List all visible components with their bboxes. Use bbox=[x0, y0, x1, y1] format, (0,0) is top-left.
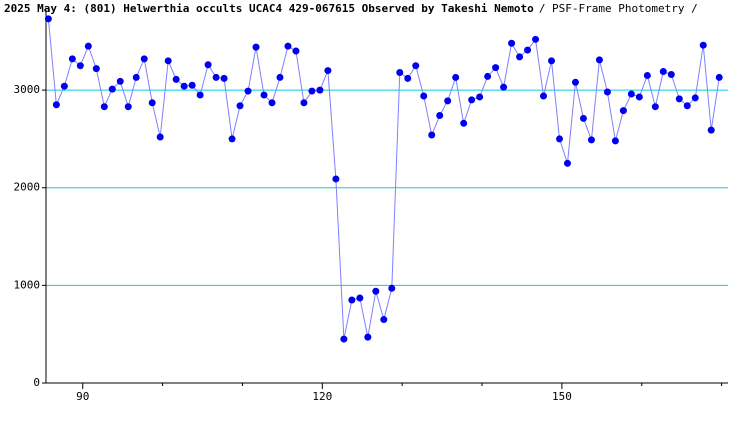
data-point bbox=[124, 103, 132, 111]
data-point bbox=[396, 69, 404, 77]
series-line bbox=[47, 18, 720, 340]
y-tick-label: 3000 bbox=[14, 83, 41, 96]
data-point bbox=[52, 101, 60, 109]
data-point bbox=[188, 81, 196, 89]
data-point bbox=[84, 42, 92, 50]
data-point bbox=[635, 93, 643, 101]
data-point bbox=[388, 284, 396, 292]
data-point bbox=[540, 92, 548, 100]
data-point bbox=[587, 136, 595, 144]
data-point bbox=[316, 86, 324, 94]
data-point bbox=[244, 87, 252, 95]
y-tick-label: 1000 bbox=[14, 278, 41, 291]
data-point bbox=[619, 107, 627, 115]
data-point bbox=[340, 335, 348, 343]
data-point bbox=[516, 53, 524, 61]
chart-subtitle: / PSF-Frame Photometry / bbox=[539, 2, 698, 15]
data-point bbox=[651, 103, 659, 111]
x-tick-label: 120 bbox=[312, 390, 332, 403]
x-tick-label: 150 bbox=[552, 390, 572, 403]
data-point bbox=[300, 99, 308, 107]
data-point bbox=[292, 47, 300, 55]
data-point bbox=[108, 85, 116, 93]
data-point bbox=[555, 135, 563, 143]
data-point bbox=[643, 71, 651, 79]
data-point bbox=[563, 159, 571, 167]
data-point bbox=[675, 95, 683, 103]
data-point bbox=[420, 92, 428, 100]
data-point bbox=[332, 175, 340, 183]
data-point bbox=[348, 296, 356, 304]
data-point bbox=[468, 96, 476, 104]
data-point bbox=[164, 57, 172, 65]
data-point bbox=[260, 91, 268, 99]
data-point bbox=[76, 62, 84, 70]
data-point bbox=[172, 75, 180, 83]
data-point bbox=[460, 119, 468, 127]
data-point bbox=[196, 91, 204, 99]
data-point bbox=[412, 62, 420, 70]
data-point bbox=[508, 39, 516, 47]
data-point bbox=[156, 133, 164, 141]
data-point bbox=[180, 82, 188, 90]
data-point bbox=[132, 73, 140, 81]
chart-title: 2025 May 4: (801) Helwerthia occults UCA… bbox=[4, 2, 534, 15]
data-point bbox=[148, 99, 156, 107]
data-point bbox=[116, 77, 124, 85]
data-point bbox=[308, 87, 316, 95]
data-point bbox=[524, 46, 532, 54]
y-tick-label: 0 bbox=[33, 376, 40, 389]
data-point bbox=[452, 73, 460, 81]
data-point bbox=[100, 103, 108, 111]
data-point bbox=[324, 67, 332, 75]
data-point bbox=[372, 287, 380, 295]
data-point bbox=[356, 294, 364, 302]
data-point bbox=[699, 41, 707, 49]
data-point bbox=[268, 99, 276, 107]
data-point bbox=[715, 73, 723, 81]
data-point bbox=[44, 15, 52, 23]
data-point bbox=[252, 43, 260, 51]
data-point bbox=[707, 126, 715, 134]
data-point bbox=[571, 78, 579, 86]
data-point bbox=[548, 57, 556, 65]
data-point bbox=[212, 73, 220, 81]
x-tick-label: 90 bbox=[76, 390, 89, 403]
data-point bbox=[691, 94, 699, 102]
data-point bbox=[428, 131, 436, 139]
data-point bbox=[595, 56, 603, 64]
data-point bbox=[436, 111, 444, 119]
data-point bbox=[611, 137, 619, 145]
data-point bbox=[140, 55, 148, 63]
data-point bbox=[579, 114, 587, 122]
data-point bbox=[276, 73, 284, 81]
data-point bbox=[603, 88, 611, 96]
data-point bbox=[236, 102, 244, 110]
data-point bbox=[92, 65, 100, 73]
y-tick-label: 2000 bbox=[14, 181, 41, 194]
data-point bbox=[492, 64, 500, 72]
data-point bbox=[204, 61, 212, 69]
data-point bbox=[683, 102, 691, 110]
data-point bbox=[627, 90, 635, 98]
data-point bbox=[284, 42, 292, 50]
data-point bbox=[532, 35, 540, 43]
data-point bbox=[444, 97, 452, 105]
data-point bbox=[380, 316, 388, 324]
data-point bbox=[659, 68, 667, 76]
data-point bbox=[476, 93, 484, 101]
data-point bbox=[364, 333, 372, 341]
data-point bbox=[220, 74, 228, 82]
data-point bbox=[500, 83, 508, 91]
data-point bbox=[667, 70, 675, 78]
data-point bbox=[484, 72, 492, 80]
data-point bbox=[68, 55, 76, 63]
data-point bbox=[404, 74, 412, 82]
data-point bbox=[60, 82, 68, 90]
data-point bbox=[228, 135, 236, 143]
